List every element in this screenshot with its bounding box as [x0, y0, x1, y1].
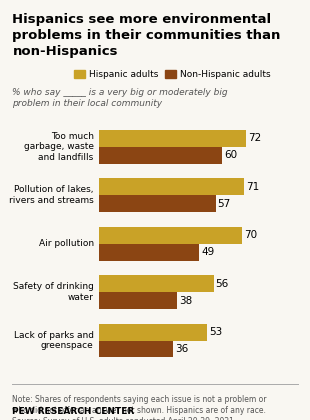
Bar — [99, 341, 173, 357]
Bar — [99, 292, 177, 309]
Text: 56: 56 — [216, 278, 229, 289]
Text: Note: Shares of respondents saying each issue is not a problem or
who did not of: Note: Shares of respondents saying each … — [12, 395, 267, 420]
Bar — [99, 323, 207, 341]
Text: 57: 57 — [218, 199, 231, 209]
Text: 72: 72 — [248, 133, 262, 143]
Text: 70: 70 — [244, 230, 257, 240]
Text: % who say _____ is a very big or moderately big
problem in their local community: % who say _____ is a very big or moderat… — [12, 88, 228, 108]
Bar — [99, 275, 214, 292]
Bar — [99, 244, 199, 260]
Text: 49: 49 — [201, 247, 215, 257]
Bar — [99, 147, 222, 164]
Text: 36: 36 — [175, 344, 188, 354]
Text: Hispanics see more environmental
problems in their communities than
non-Hispanic: Hispanics see more environmental problem… — [12, 13, 281, 58]
Legend: Hispanic adults, Non-Hispanic adults: Hispanic adults, Non-Hispanic adults — [70, 67, 274, 83]
Text: PEW RESEARCH CENTER: PEW RESEARCH CENTER — [12, 407, 135, 416]
Text: 38: 38 — [179, 296, 192, 305]
Bar — [99, 130, 246, 147]
Bar — [99, 227, 242, 244]
Bar — [99, 178, 244, 195]
Text: 71: 71 — [246, 182, 259, 192]
Text: 60: 60 — [224, 150, 237, 160]
Text: 53: 53 — [210, 327, 223, 337]
Bar — [99, 195, 216, 212]
